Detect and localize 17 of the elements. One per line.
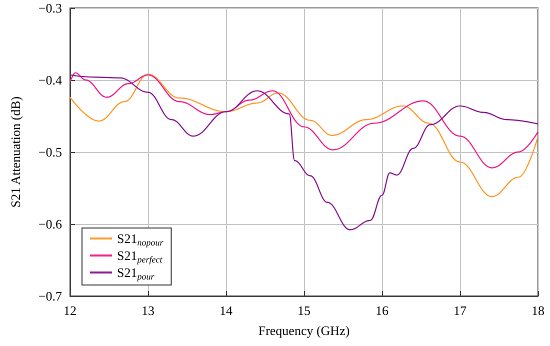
- x-tick-label: 18: [532, 303, 544, 318]
- x-tick-label: 12: [64, 303, 76, 318]
- x-tick-label: 13: [142, 303, 154, 318]
- y-tick-label: −0.4: [38, 72, 62, 88]
- y-tick-label: −0.3: [38, 0, 62, 16]
- x-tick-label: 16: [376, 303, 389, 318]
- x-tick-label: 14: [220, 303, 233, 318]
- x-tick-label: 15: [298, 303, 310, 318]
- y-tick-label: −0.6: [38, 216, 62, 232]
- x-tick-label: 17: [454, 303, 467, 318]
- line-series: [69, 74, 539, 230]
- line-series: [69, 74, 539, 198]
- x-axis-title: Frequency (GHz): [258, 323, 350, 338]
- y-tick-label: −0.7: [38, 288, 62, 304]
- y-tick-label: −0.5: [38, 144, 62, 160]
- line-series: [69, 72, 539, 168]
- y-axis-title: S21 Attenuation (dB): [8, 96, 23, 208]
